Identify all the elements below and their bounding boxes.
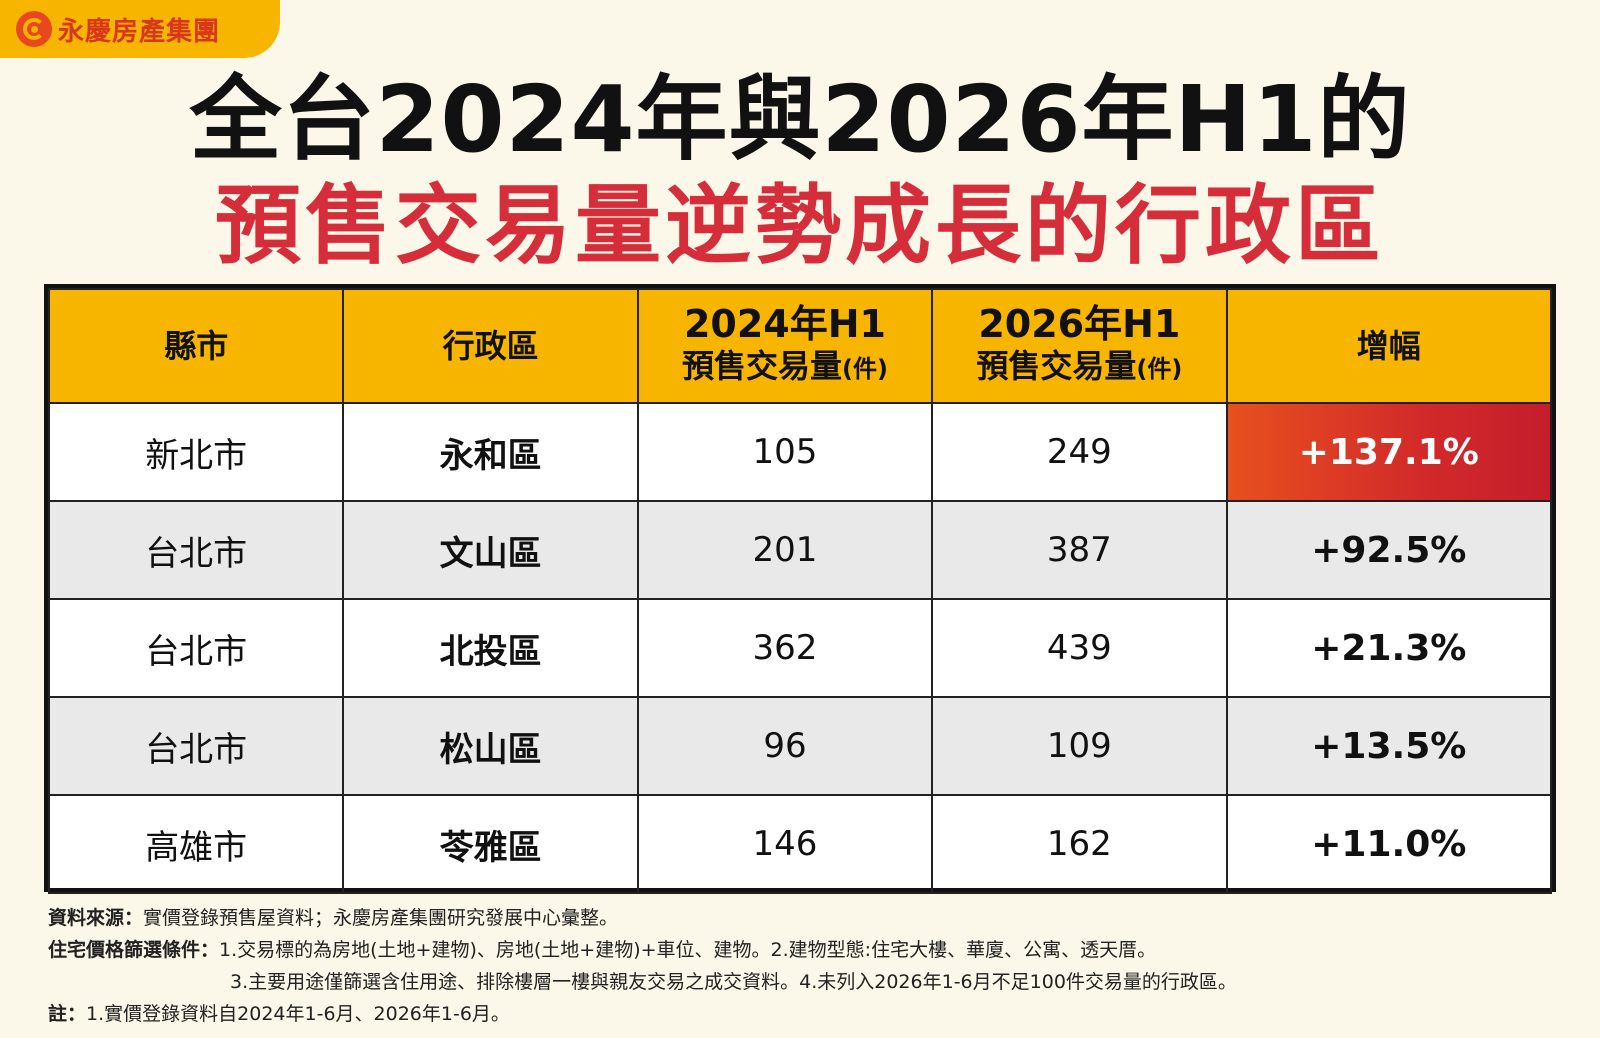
cell-2024: 362 <box>636 598 934 698</box>
footnotes: 資料來源：實價登錄預售屋資料；永慶房產集團研究發展中心彙整。 住宅價格篩選條件：… <box>48 902 1558 1030</box>
cell-city: 高雄市 <box>47 794 345 894</box>
brand-name: 永慶房產集團 <box>58 16 221 47</box>
header-growth: 增幅 <box>1225 288 1553 404</box>
cell-city: 台北市 <box>47 500 345 600</box>
cell-district: 北投區 <box>342 598 639 698</box>
page-subtitle: 預售交易量逆勢成長的行政區 <box>215 176 1385 276</box>
cell-growth: +21.3% <box>1225 598 1553 698</box>
cell-2026: 249 <box>931 402 1228 502</box>
brand-banner: 永慶房產集團 <box>0 0 280 58</box>
cell-2024: 105 <box>636 402 934 502</box>
table-header-row: 縣市 行政區 2024年H1 預售交易量(件) 2026年H1 預售交易量(件)… <box>47 288 1553 404</box>
cell-growth: +11.0% <box>1225 794 1553 894</box>
header-district: 行政區 <box>342 288 639 404</box>
cell-2024: 201 <box>636 500 934 600</box>
filter-note: 住宅價格篩選條件：1.交易標的為房地(土地+建物)、房地(土地+建物)+車位、建… <box>48 939 1157 961</box>
filter-note-continued: 3.主要用途僅篩選含住用途、排除樓層一樓與親友交易之成交資料。4.未列入2026… <box>230 971 1237 993</box>
cell-2024: 96 <box>636 696 934 796</box>
cell-city: 台北市 <box>47 598 345 698</box>
table-row: 台北市 北投區 362 439 +21.3% <box>47 598 1553 698</box>
table-row: 台北市 文山區 201 387 +92.5% <box>47 500 1553 600</box>
cell-growth-highlight: +137.1% <box>1225 402 1553 502</box>
data-table: 縣市 行政區 2024年H1 預售交易量(件) 2026年H1 預售交易量(件)… <box>44 284 1556 894</box>
cell-2026: 439 <box>931 598 1228 698</box>
cell-2026: 109 <box>931 696 1228 796</box>
source-note: 資料來源：實價登錄預售屋資料；永慶房產集團研究發展中心彙整。 <box>48 907 619 929</box>
cell-district: 苓雅區 <box>342 794 639 894</box>
cell-growth: +92.5% <box>1225 500 1553 600</box>
header-2024: 2024年H1 預售交易量(件) <box>636 288 934 404</box>
table-row: 新北市 永和區 105 249 +137.1% <box>47 402 1553 502</box>
cell-city: 台北市 <box>47 696 345 796</box>
remark-note: 註：1.實價登錄資料自2024年1-6月、2026年1-6月。 <box>48 1003 510 1025</box>
cell-city: 新北市 <box>47 402 345 502</box>
cell-2026: 162 <box>931 794 1228 894</box>
page-title: 全台2024年與2026年H1的 <box>189 66 1411 173</box>
cell-district: 永和區 <box>342 402 639 502</box>
table-row: 高雄市 苓雅區 146 162 +11.0% <box>47 794 1553 894</box>
table-row: 台北市 松山區 96 109 +13.5% <box>47 696 1553 796</box>
cell-2026: 387 <box>931 500 1228 600</box>
cell-district: 松山區 <box>342 696 639 796</box>
cell-district: 文山區 <box>342 500 639 600</box>
header-2026: 2026年H1 預售交易量(件) <box>931 288 1228 404</box>
cell-growth: +13.5% <box>1225 696 1553 796</box>
cell-2024: 146 <box>636 794 934 894</box>
brand-logo-icon <box>16 11 52 47</box>
header-city: 縣市 <box>47 288 345 404</box>
